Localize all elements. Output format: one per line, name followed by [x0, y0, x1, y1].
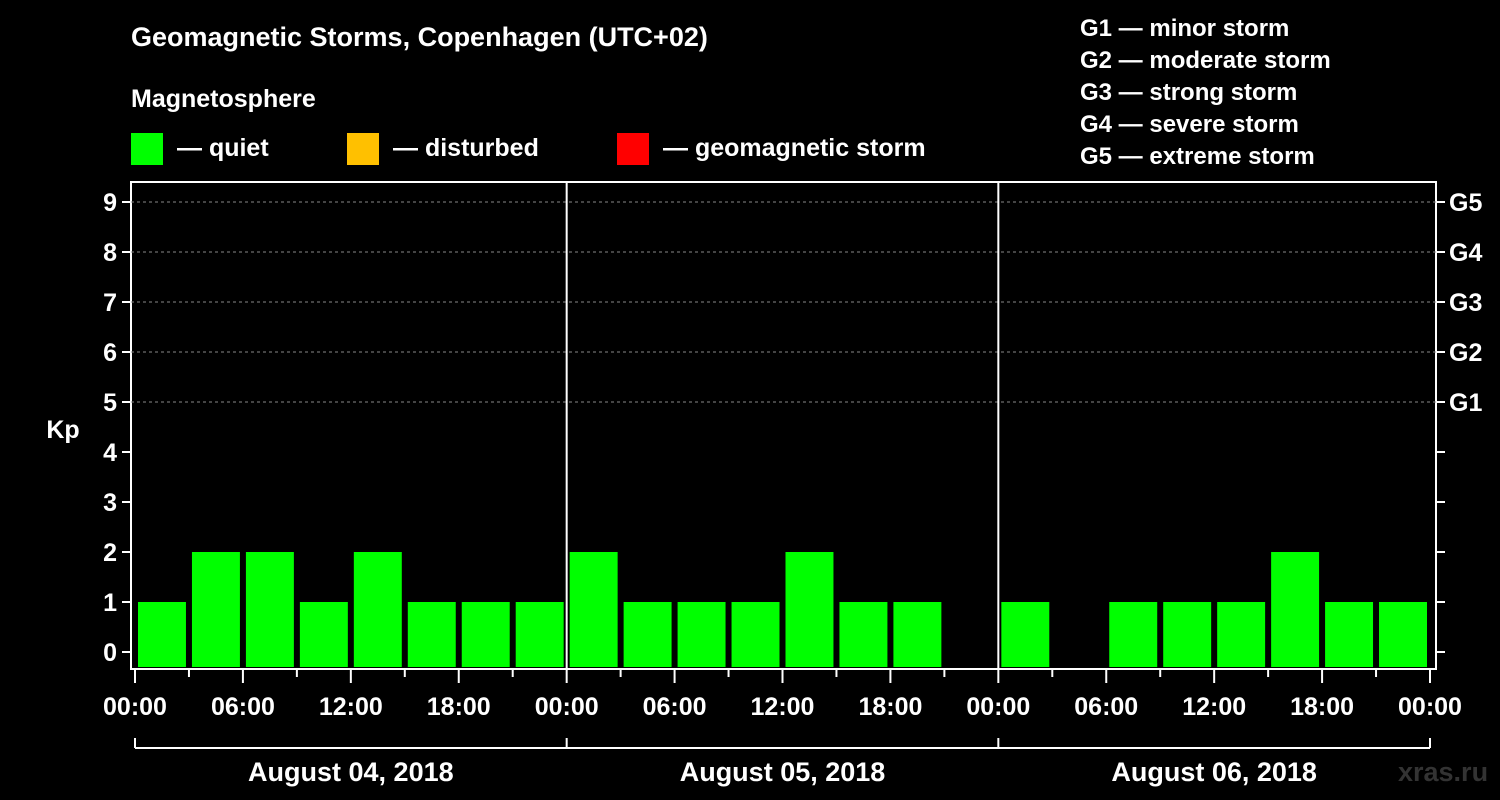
x-tick-label: 12:00 — [319, 693, 383, 721]
y-tick-label: 2 — [103, 539, 117, 567]
g-axis-label: G2 — [1449, 339, 1482, 367]
kp-bar — [893, 602, 942, 667]
y-tick-label: 1 — [103, 589, 117, 617]
y-tick-label: 6 — [103, 339, 117, 367]
kp-bar — [623, 602, 672, 667]
legend-storm-swatch — [617, 133, 649, 165]
kp-bar — [407, 602, 456, 667]
y-tick-label: 7 — [103, 289, 117, 317]
kp-bar — [839, 602, 888, 667]
kp-bar — [138, 602, 186, 667]
day-label: August 06, 2018 — [1111, 757, 1317, 787]
g-axis-label: G3 — [1449, 289, 1482, 317]
g-axis-label: G5 — [1449, 189, 1482, 217]
x-tick-label: 06:00 — [1074, 693, 1138, 721]
x-tick-label: 00:00 — [966, 693, 1030, 721]
x-tick-label: 00:00 — [1398, 693, 1462, 721]
kp-bar — [731, 602, 780, 667]
x-tick-label: 18:00 — [858, 693, 922, 721]
g-axis-label: G1 — [1449, 389, 1482, 417]
x-tick-label: 00:00 — [535, 693, 599, 721]
storm-scale-g2: G2 — moderate storm — [1080, 47, 1331, 74]
kp-bar — [1109, 602, 1158, 667]
x-tick-label: 00:00 — [103, 693, 167, 721]
x-tick-label: 18:00 — [1290, 693, 1354, 721]
chart-title: Geomagnetic Storms, Copenhagen (UTC+02) — [131, 22, 708, 52]
watermark: xras.ru — [1398, 757, 1489, 787]
legend-disturbed-swatch — [347, 133, 379, 165]
x-tick-label: 12:00 — [1182, 693, 1246, 721]
kp-bar — [191, 552, 240, 667]
legend-quiet-label: — quiet — [177, 134, 269, 162]
y-tick-label: 9 — [103, 189, 117, 217]
y-axis-title: Kp — [46, 416, 79, 444]
kp-bar — [1163, 602, 1212, 667]
x-tick-label: 18:00 — [427, 693, 491, 721]
kp-bar — [785, 552, 834, 667]
kp-bar — [461, 602, 510, 667]
day-label: August 04, 2018 — [248, 757, 454, 787]
day-label: August 05, 2018 — [680, 757, 886, 787]
legend-disturbed-label: — disturbed — [393, 134, 539, 162]
x-tick-label: 06:00 — [211, 693, 275, 721]
kp-bar — [1271, 552, 1320, 667]
plot-frame — [130, 181, 1437, 670]
kp-bar — [353, 552, 402, 667]
y-tick-label: 4 — [103, 439, 117, 467]
kp-bar — [1001, 602, 1050, 667]
storm-scale-g1: G1 — minor storm — [1080, 15, 1290, 42]
kp-bar — [1379, 602, 1427, 667]
storm-scale-g4: G4 — severe storm — [1080, 111, 1299, 138]
kp-bar — [245, 552, 294, 667]
storm-scale-g5: G5 — extreme storm — [1080, 143, 1315, 170]
kp-bar — [1217, 602, 1266, 667]
legend-quiet-swatch — [131, 133, 163, 165]
kp-bar — [299, 602, 348, 667]
legend-storm-label: — geomagnetic storm — [663, 134, 926, 162]
x-tick-label: 12:00 — [751, 693, 815, 721]
y-tick-label: 3 — [103, 489, 117, 517]
y-tick-label: 8 — [103, 239, 117, 267]
kp-bar — [569, 552, 618, 667]
magnetosphere-label: Magnetosphere — [131, 85, 316, 113]
y-tick-label: 5 — [103, 389, 117, 417]
x-tick-label: 06:00 — [643, 693, 707, 721]
y-tick-label: 0 — [103, 639, 117, 667]
g-axis-label: G4 — [1449, 239, 1482, 267]
storm-scale-g3: G3 — strong storm — [1080, 79, 1298, 106]
kp-bar — [515, 602, 564, 667]
kp-bar — [1325, 602, 1374, 667]
kp-bar — [677, 602, 726, 667]
